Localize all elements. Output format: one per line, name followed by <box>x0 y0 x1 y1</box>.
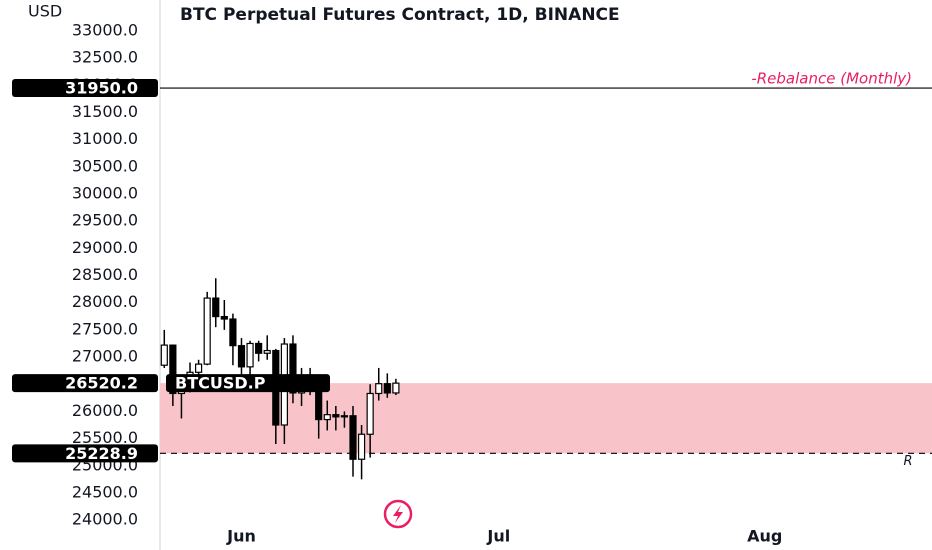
candle-body <box>212 297 220 318</box>
candle <box>375 367 383 401</box>
candle <box>289 335 297 404</box>
symbol-label: BTCUSD.P <box>175 374 266 393</box>
alert-circle[interactable] <box>383 499 413 529</box>
y-tick-label: 30500.0 <box>72 156 138 175</box>
alert-bolt[interactable] <box>393 505 403 523</box>
candle-body <box>237 345 246 368</box>
y-tick-label: 25500.0 <box>72 428 138 447</box>
candle <box>349 405 357 477</box>
candle <box>203 291 211 366</box>
candle-body <box>340 415 349 418</box>
x-tick-label: Jun <box>226 527 256 546</box>
y-tick-label: 24000.0 <box>72 510 138 529</box>
price-line-text: -Rebalance (Monthly) <box>751 70 912 88</box>
x-tick-label: Aug <box>747 527 782 546</box>
candle <box>340 411 349 428</box>
candle-body <box>169 344 177 395</box>
zone-marker: R <box>903 454 912 469</box>
y-tick-label: 24500.0 <box>72 482 138 501</box>
candle <box>246 340 254 379</box>
y-tick-label: 28500.0 <box>72 265 138 284</box>
candle <box>160 329 168 368</box>
y-tick-label: 32500.0 <box>72 48 138 67</box>
candle-body <box>323 414 331 421</box>
price-label-box <box>12 374 158 393</box>
symbol-box <box>166 374 330 393</box>
candle-body <box>160 344 168 366</box>
price-label-box <box>12 444 158 463</box>
price-label: 25228.9 <box>65 444 138 463</box>
candle <box>366 384 374 458</box>
candle <box>255 340 263 362</box>
candle-body <box>220 315 228 320</box>
candle <box>357 425 366 480</box>
candle <box>332 405 340 431</box>
price-label-box <box>12 79 158 98</box>
candle-body <box>255 342 263 354</box>
candle <box>237 338 246 379</box>
candle-body <box>332 414 340 418</box>
currency-label: USD <box>28 2 62 21</box>
candle-body <box>229 318 237 347</box>
y-tick-label: 28000.0 <box>72 292 138 311</box>
chart-title: BTC Perpetual Futures Contract, 1D, BINA… <box>180 5 620 25</box>
y-tick-label: 26000.0 <box>72 401 138 420</box>
candle-body <box>289 343 297 394</box>
candle-body <box>366 392 374 435</box>
candle <box>212 278 220 328</box>
y-tick-label: 33000.0 <box>72 20 138 39</box>
candle-body <box>349 415 357 460</box>
y-tick-label: 30000.0 <box>72 184 138 203</box>
alert-icon[interactable] <box>383 499 413 529</box>
candle-body <box>357 433 366 460</box>
zone <box>160 383 932 454</box>
candle <box>383 373 391 398</box>
price-label: 31950.0 <box>65 79 138 98</box>
candle <box>323 400 331 431</box>
price-label: 26520.2 <box>65 374 138 393</box>
candle-body <box>383 383 391 394</box>
candle-body <box>195 363 203 373</box>
candle <box>220 300 228 330</box>
y-tick-label: 29000.0 <box>72 238 138 257</box>
y-tick-label: 31500.0 <box>72 102 138 121</box>
y-tick-label: 29500.0 <box>72 211 138 230</box>
candle <box>263 335 271 360</box>
candle-body <box>203 297 211 365</box>
y-tick-label: 27000.0 <box>72 347 138 366</box>
candle-body <box>263 349 271 354</box>
candle <box>229 313 237 366</box>
candle-body <box>246 342 254 368</box>
candle-body <box>375 383 383 395</box>
x-tick-label: Jul <box>486 527 510 546</box>
y-tick-label: 27500.0 <box>72 319 138 338</box>
candle-body <box>392 382 400 394</box>
y-tick-label: 31000.0 <box>72 129 138 148</box>
candle <box>392 378 400 396</box>
